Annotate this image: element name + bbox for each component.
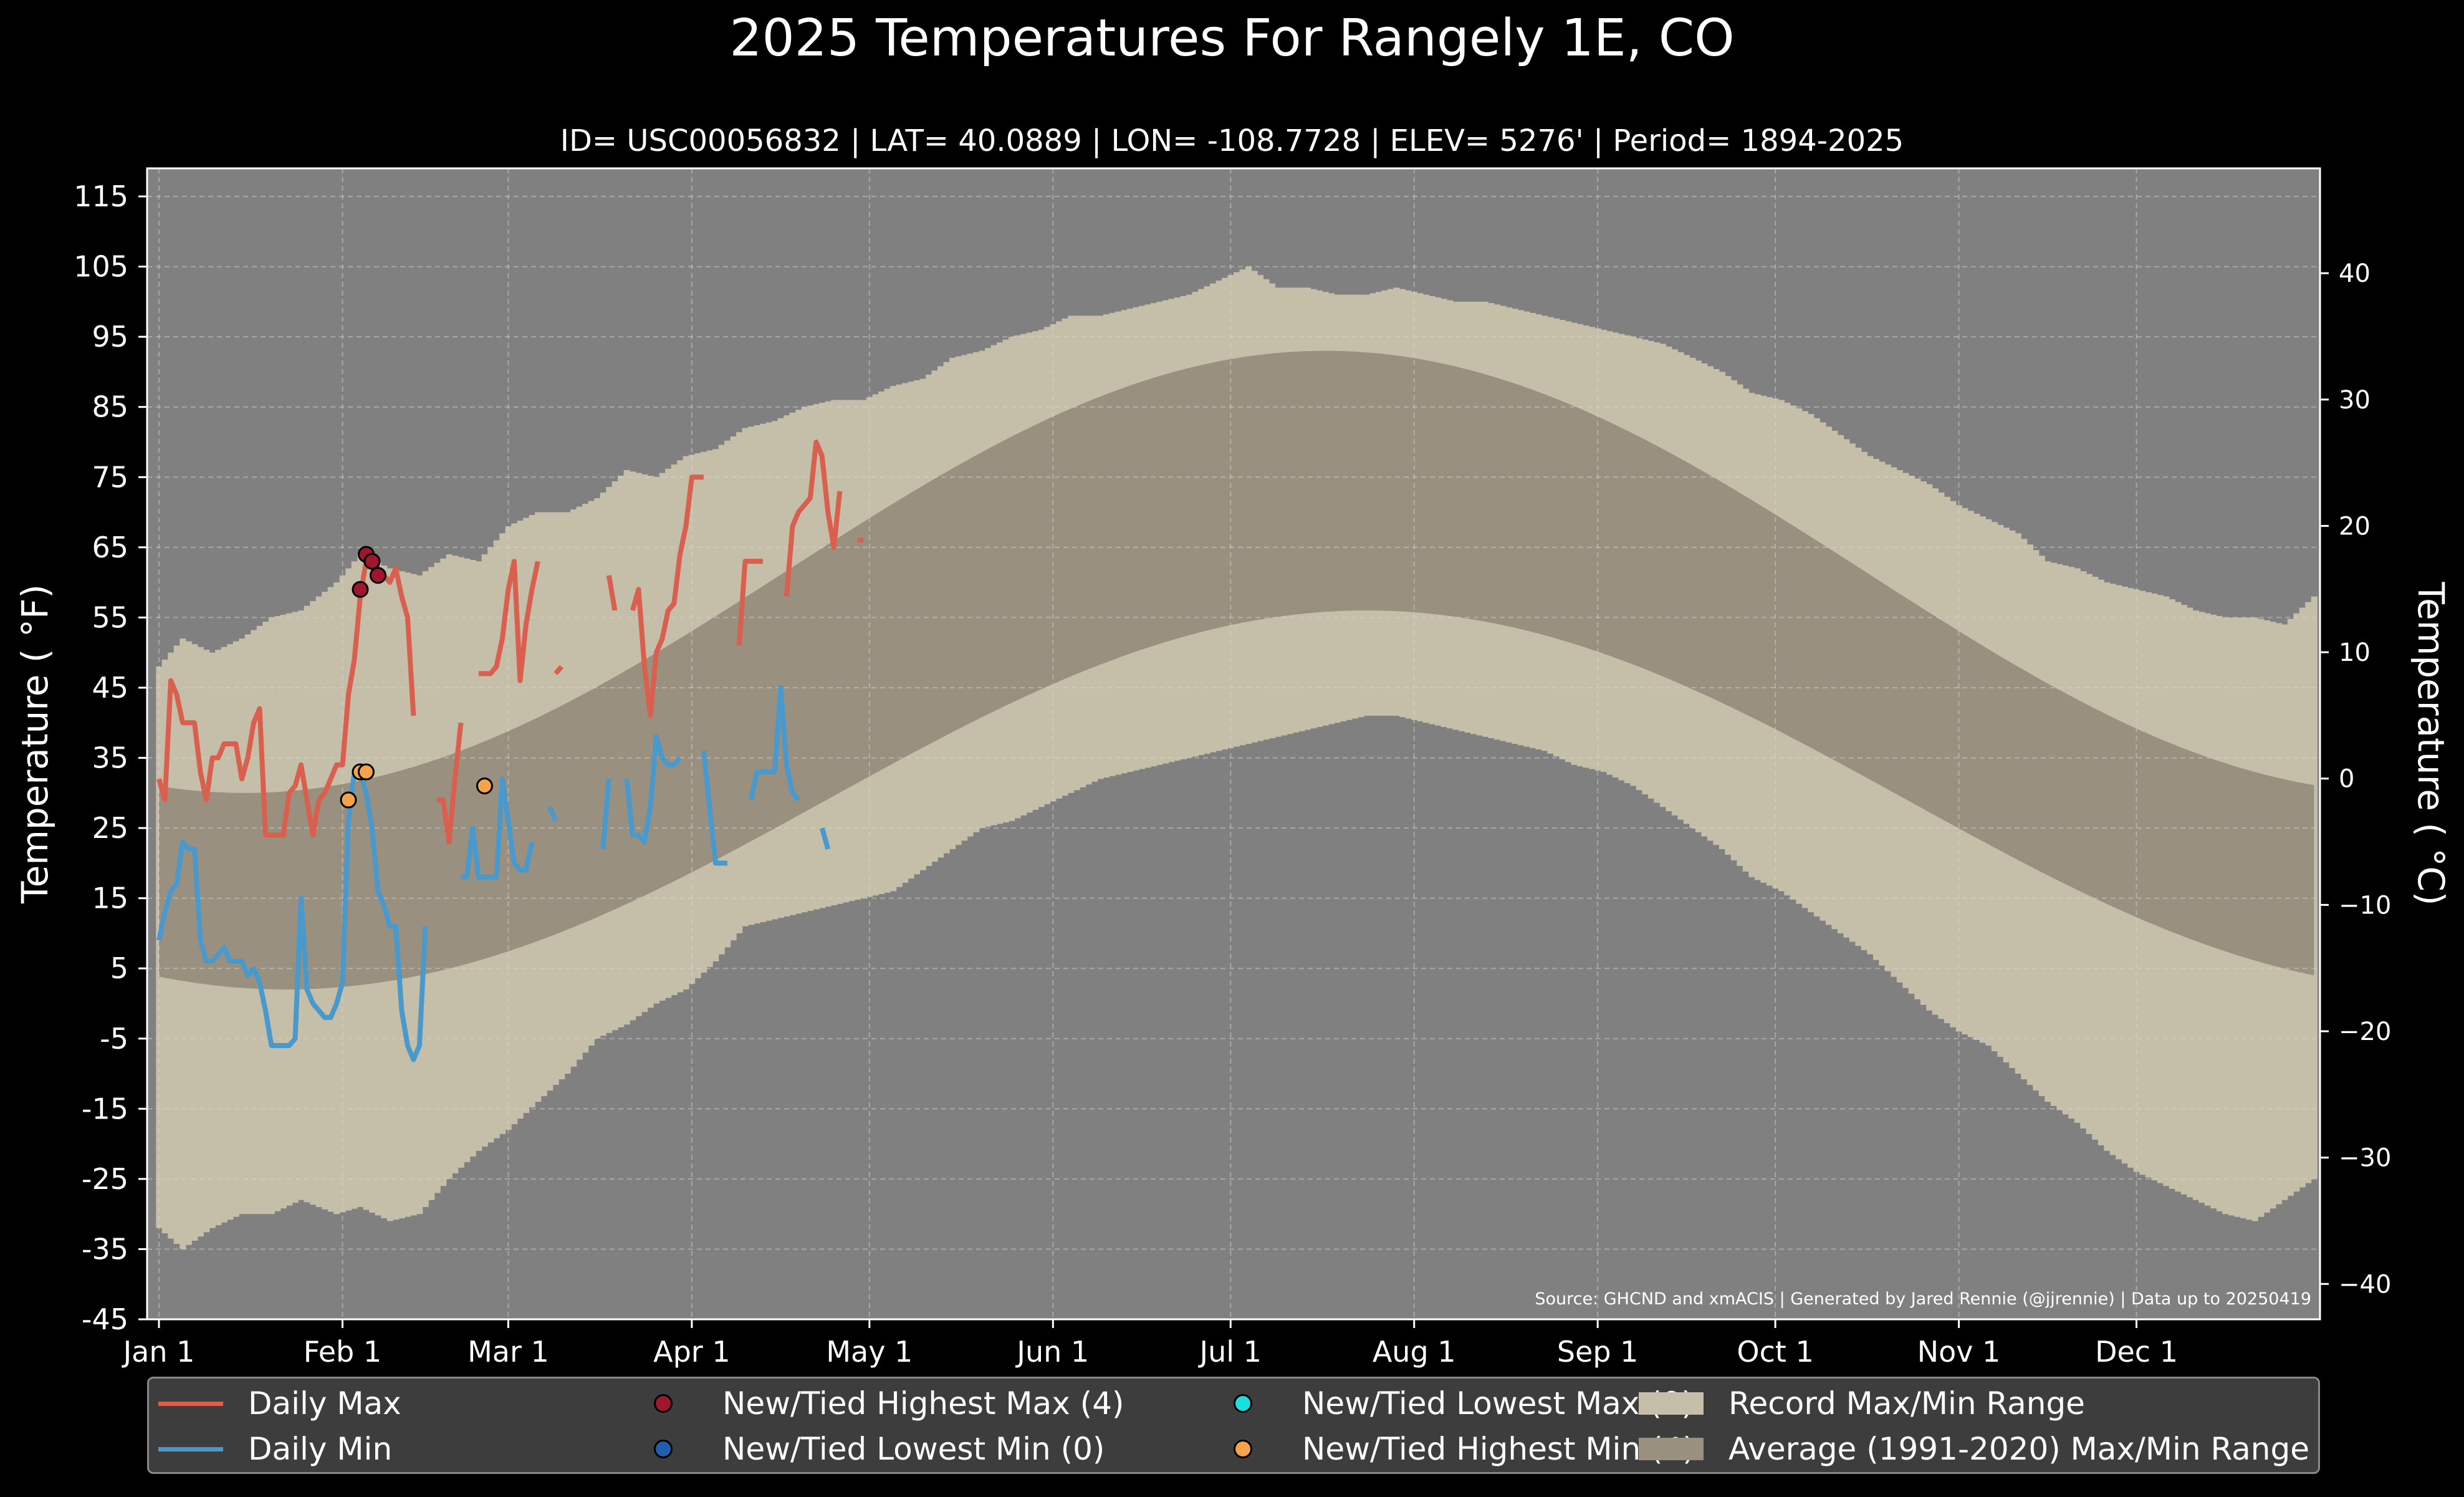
chart-title: 2025 Temperatures For Rangely 1E, CO bbox=[729, 9, 1735, 68]
y-tick-label: 105 bbox=[74, 250, 128, 284]
y2-tick-label: −20 bbox=[2339, 1018, 2391, 1046]
x-tick-label: Jul 1 bbox=[1198, 1335, 1262, 1369]
x-tick-label: Mar 1 bbox=[467, 1335, 549, 1369]
y-axis-label-left: Temperature ( °F) bbox=[14, 584, 56, 904]
y2-tick-label: 10 bbox=[2339, 638, 2371, 667]
y-tick-label: -35 bbox=[82, 1232, 128, 1266]
daily-min-line bbox=[600, 778, 611, 850]
daily-min-line bbox=[701, 750, 727, 866]
daily-min-line bbox=[819, 827, 831, 850]
normal-range-band bbox=[159, 350, 2314, 990]
highest-max-marker bbox=[369, 567, 386, 584]
highest-max-marker bbox=[352, 580, 369, 598]
legend-label-highest-max: New/Tied Highest Max (4) bbox=[722, 1385, 1124, 1422]
y-tick-label: -15 bbox=[82, 1092, 128, 1125]
daily-min-line bbox=[748, 685, 800, 802]
y-tick-label: 75 bbox=[92, 460, 128, 494]
y2-tick-label: 40 bbox=[2339, 259, 2371, 288]
y-tick-label: -45 bbox=[82, 1302, 128, 1336]
station-info-subtitle: ID= USC00056832 | LAT= 40.0889 | LON= -1… bbox=[560, 123, 1904, 158]
legend-label-highest-min: New/Tied Highest Min (4) bbox=[1302, 1431, 1695, 1467]
y-tick-label: 55 bbox=[92, 600, 128, 634]
y2-tick-label: −40 bbox=[2339, 1270, 2391, 1299]
axes-ticks: -45 -35 -25 -15 -5 5 15 25 35 45 55 65 75 85 95 105 115 −… bbox=[74, 180, 2391, 1369]
y2-tick-label: 20 bbox=[2339, 512, 2371, 541]
daily-min-line-swatch bbox=[158, 1446, 223, 1451]
y2-tick-label: −30 bbox=[2339, 1144, 2391, 1173]
x-tick-label: Oct 1 bbox=[1737, 1335, 1813, 1369]
x-tick-label: Dec 1 bbox=[2095, 1335, 2178, 1369]
x-tick-label: May 1 bbox=[826, 1335, 913, 1369]
daily-min-line bbox=[461, 776, 535, 880]
legend-label-lowest-min: New/Tied Lowest Min (0) bbox=[722, 1431, 1105, 1467]
highest-min-marker-swatch bbox=[1234, 1440, 1252, 1458]
y-tick-label: 35 bbox=[92, 741, 128, 775]
highest-max-marker bbox=[363, 552, 381, 570]
legend-label-daily-max: Daily Max bbox=[248, 1385, 401, 1422]
x-tick-label: Sep 1 bbox=[1557, 1335, 1639, 1369]
daily-max-line bbox=[630, 474, 704, 718]
legend-item-highest-min: New/Tied Highest Min (4) bbox=[1209, 1430, 1695, 1468]
x-tick-label: Nov 1 bbox=[1917, 1335, 2001, 1369]
highest-max-marker-swatch bbox=[654, 1394, 673, 1413]
y-tick-label: 5 bbox=[110, 951, 128, 985]
y-tick-label: 25 bbox=[92, 811, 128, 845]
daily-min-line bbox=[624, 734, 682, 845]
plot-frame bbox=[146, 167, 2321, 1321]
daily-min-line bbox=[547, 806, 558, 822]
y2-tick-label: −10 bbox=[2339, 891, 2391, 920]
legend-item-highest-max: New/Tied Highest Max (4) bbox=[629, 1385, 1124, 1422]
daily-min-line bbox=[156, 769, 428, 1062]
x-tick-label: Apr 1 bbox=[653, 1335, 730, 1369]
legend-item-record-range: Record Max/Min Range bbox=[1639, 1385, 2085, 1422]
y2-tick-label: 30 bbox=[2339, 386, 2371, 415]
y-tick-label: 115 bbox=[74, 180, 128, 213]
daily-max-line-swatch bbox=[158, 1401, 223, 1406]
highest-min-marker bbox=[476, 777, 493, 795]
x-tick-label: Feb 1 bbox=[304, 1335, 381, 1369]
lowest-max-marker-swatch bbox=[1234, 1394, 1252, 1413]
y-tick-label: 15 bbox=[92, 882, 128, 915]
x-tick-label: Aug 1 bbox=[1373, 1335, 1456, 1369]
y2-tick-label: 0 bbox=[2339, 765, 2354, 794]
record-markers bbox=[340, 546, 493, 809]
x-tick-label: Jan 1 bbox=[122, 1335, 195, 1369]
daily-max-line bbox=[554, 665, 563, 675]
y-tick-label: -5 bbox=[100, 1022, 128, 1056]
daily-max-line bbox=[784, 440, 843, 597]
daily-max-line bbox=[736, 559, 763, 646]
legend-label-lowest-max: New/Tied Lowest Max (0) bbox=[1302, 1385, 1694, 1422]
y-tick-label: 45 bbox=[92, 671, 128, 705]
y-tick-label: 65 bbox=[92, 531, 128, 564]
legend-item-daily-min: Daily Min bbox=[158, 1430, 392, 1468]
legend: Daily Max Daily Min New/Tied Highest Max… bbox=[147, 1377, 2320, 1474]
legend-label-daily-min: Daily Min bbox=[248, 1431, 393, 1467]
record-range-patch-swatch bbox=[1639, 1392, 1704, 1415]
legend-item-daily-max: Daily Max bbox=[158, 1385, 401, 1422]
source-note: Source: GHCND and xmACIS | Generated by … bbox=[1535, 1289, 2311, 1309]
gridlines bbox=[147, 168, 2320, 1320]
y-tick-label: 85 bbox=[92, 390, 128, 424]
legend-item-lowest-max: New/Tied Lowest Max (0) bbox=[1209, 1385, 1694, 1422]
record-range-bar bbox=[2311, 596, 2318, 1179]
legend-item-lowest-min: New/Tied Lowest Min (0) bbox=[629, 1430, 1105, 1468]
y-tick-label: -25 bbox=[82, 1162, 128, 1196]
y-tick-label: 95 bbox=[92, 320, 128, 354]
highest-min-marker bbox=[340, 791, 357, 809]
highest-min-marker bbox=[357, 763, 375, 781]
legend-label-normal-range: Average (1991-2020) Max/Min Range bbox=[1728, 1431, 2309, 1467]
daily-max-line bbox=[478, 559, 540, 683]
lowest-min-marker-swatch bbox=[654, 1440, 673, 1458]
legend-label-record-range: Record Max/Min Range bbox=[1728, 1385, 2085, 1422]
daily-max-line bbox=[437, 722, 464, 845]
x-tick-label: Jun 1 bbox=[1015, 1335, 1089, 1369]
normal-range-patch-swatch bbox=[1639, 1438, 1704, 1460]
legend-item-normal-range: Average (1991-2020) Max/Min Range bbox=[1639, 1430, 2309, 1468]
daily-series bbox=[156, 440, 864, 1062]
daily-max-line bbox=[606, 575, 618, 611]
y-axis-label-right: Temperature ( °C) bbox=[2410, 581, 2452, 905]
